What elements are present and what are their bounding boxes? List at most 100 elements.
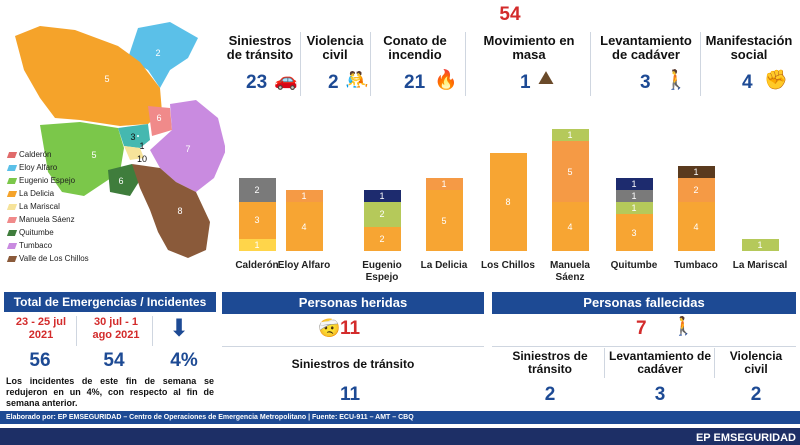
map-region-manuela-saenz — [148, 106, 172, 136]
cat-count-transito: 23 — [246, 72, 268, 93]
cat-title-incendio: Conato de incendio — [383, 33, 447, 62]
bar-segment: 1 — [238, 238, 276, 251]
map-region-valle-chillos — [132, 164, 210, 258]
map-region-calderon — [128, 22, 198, 88]
injured-title: Personas heridas — [222, 292, 484, 314]
bar-segment-value: 3 — [254, 215, 260, 226]
bar-segment: 5 — [425, 190, 463, 251]
cat-title-cadaver: Levantamiento de cadáver — [600, 33, 692, 62]
bar-segment: 4 — [551, 202, 589, 251]
bar-segment: 4 — [677, 202, 715, 251]
bar-segment-value: 2 — [693, 184, 699, 195]
car-crash-icon: 🚗 — [274, 70, 298, 91]
map-value-extra: 10 — [137, 154, 147, 164]
bar-category-label: La Delicia — [420, 260, 468, 271]
arrow-down-icon: ⬇ — [168, 315, 190, 342]
map-region-la-mariscal — [124, 146, 144, 160]
map-value-valle-chillos: 8 — [177, 206, 182, 216]
deceased-item-value: 2 — [544, 384, 556, 405]
bar-segment: 2 — [677, 177, 715, 203]
legend-item: La Mariscal — [6, 202, 60, 211]
bar-segment-value: 1 — [567, 130, 573, 141]
footer-credit: Elaborado por: EP EMSEGURIDAD – Centro d… — [0, 411, 800, 424]
bar-segment-value: 1 — [441, 178, 447, 189]
map-value-la-delicia: 5 — [104, 74, 109, 84]
bar-segment-value: 1 — [631, 178, 637, 189]
bar-category-label: Calderón — [235, 260, 279, 271]
bar-category-label: Tumbaco — [674, 260, 718, 271]
bar-segment: 4 — [285, 202, 323, 251]
map-value-calderon: 2 — [155, 48, 160, 58]
cat-count-cadaver: 3 — [640, 72, 651, 93]
bar-segment-value: 2 — [254, 184, 260, 195]
legend-item: Eloy Alfaro — [6, 163, 57, 172]
bar-segment-value: 8 — [505, 197, 511, 208]
bar-segment: 1 — [615, 177, 653, 190]
district-map: 2 5 6 3 1 10 5 7 6 8 — [15, 22, 225, 258]
legend-item: Valle de Los Chillos — [6, 254, 89, 263]
cat-title-transito: Siniestros de tránsito — [226, 33, 294, 62]
total-value-1: 56 — [29, 350, 51, 371]
bar-segment-value: 4 — [567, 221, 573, 232]
bar-segment-value: 3 — [631, 227, 637, 238]
bar-segment: 1 — [741, 238, 779, 251]
injured-breakdown-label: Siniestros de tránsito — [291, 357, 415, 371]
stacked-bar-chart: 1 3 2 Calderón 4 1 Eloy Alfaro 2 2 1 Eugenio Espej… — [235, 129, 788, 283]
bar-segment: 1 — [615, 202, 653, 215]
bar-segment-value: 1 — [254, 239, 260, 250]
legend-item: Calderón — [6, 150, 51, 159]
fight-icon: 🤼 — [345, 70, 369, 91]
deceased-title: Personas fallecidas — [492, 292, 796, 314]
bar-segment-value: 2 — [379, 209, 385, 220]
period-2: 30 jul - 1 ago 2021 — [92, 316, 140, 341]
legend-item: Quitumbe — [6, 228, 54, 237]
deceased-item-value: 2 — [750, 384, 762, 405]
map-region-eugenio-espejo — [118, 124, 150, 148]
map-region-quitumbe — [108, 164, 140, 196]
totals-note: Los incidentes de este fin de semana se … — [6, 376, 214, 408]
legend-item: Manuela Sáenz — [6, 215, 75, 224]
legend-item: La Delicia — [6, 189, 54, 198]
bar-segment: 2 — [363, 226, 401, 251]
bar-segment: 1 — [551, 129, 589, 142]
bar-segment: 1 — [677, 165, 715, 178]
footer-brand: EP EMSEGURIDAD — [695, 432, 796, 444]
bar-category-label: Eloy Alfaro — [277, 260, 331, 271]
bar-category-label: Los Chillos — [481, 260, 535, 271]
bar-segment-value: 5 — [567, 166, 573, 177]
deceased-item-label: Siniestros de tránsito — [512, 349, 588, 376]
body-fall-icon: 🚶 — [672, 316, 695, 336]
bar-category-label: La Mariscal — [732, 260, 788, 271]
legend-item: Eugenio Espejo — [6, 176, 75, 185]
map-region-eloy-alfaro — [40, 122, 124, 196]
total-change: 4% — [170, 350, 198, 371]
bar-segment-value: 1 — [693, 166, 699, 177]
protest-icon: ✊ — [764, 70, 788, 91]
deceased-item-label: Levantamiento de cadáver — [608, 349, 712, 376]
cat-title-masa: Movimiento en masa — [483, 33, 575, 62]
bar-segment-value: 1 — [379, 191, 385, 202]
bar-segment-value: 1 — [757, 239, 763, 250]
legend-item: Tumbaco — [6, 241, 52, 250]
total-incidents: 54 — [499, 4, 521, 25]
bar-segment: 1 — [425, 177, 463, 190]
map-value-manuela-saenz: 6 — [156, 113, 161, 123]
cat-title-violencia: Violencia civil — [306, 33, 364, 62]
cat-count-incendio: 21 — [404, 72, 426, 93]
map-region-la-delicia — [15, 26, 162, 126]
bar-segment: 8 — [489, 153, 527, 251]
deceased-item-label: Violencia civil — [729, 349, 783, 376]
bar-segment: 1 — [363, 190, 401, 203]
bar-segment: 5 — [551, 141, 589, 203]
cat-count-manifestacion: 4 — [742, 72, 753, 93]
bar-category-label: Manuela Sáenz — [549, 260, 590, 283]
map-value-quitumbe: 6 — [118, 176, 123, 186]
injured-person-icon: 🤕 — [318, 318, 341, 338]
bar-segment: 2 — [363, 202, 401, 227]
bar-segment: 1 — [615, 190, 653, 203]
map-value-eugenio-espejo: 3 — [130, 132, 135, 142]
deceased-item-value: 3 — [654, 384, 666, 405]
period-1: 23 - 25 jul 2021 — [15, 316, 67, 341]
body-fall-icon: 🚶 — [664, 70, 688, 91]
bar-segment-value: 1 — [631, 203, 637, 214]
